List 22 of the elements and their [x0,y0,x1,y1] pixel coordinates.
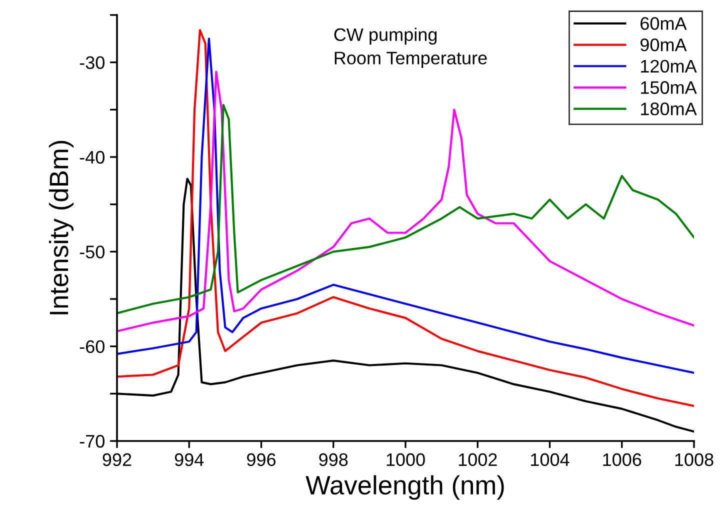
y-tick-label: -60 [80,340,104,354]
legend-label: 180mA [641,102,697,116]
x-tick-label: 1002 [458,453,497,466]
y-tick-label: -50 [80,246,104,258]
x-axis-title: Wavelength (nm) [306,475,504,500]
y-tick-label: -70 [80,434,104,448]
y-axis-title: Intensity (dBm) [48,140,74,314]
y-tick-label: -30 [80,56,104,70]
x-tick-label: 1000 [386,453,425,466]
legend-label: 60mA [640,17,687,30]
x-tick-label: 1006 [603,453,642,466]
x-tick-label: 994 [174,453,204,466]
x-tick-label: 1008 [675,453,714,466]
x-tick-label: 992 [102,453,132,466]
annotation: CW pumping Room Temperature [334,28,487,68]
x-tick-label: 998 [319,453,348,466]
x-tick-label: 996 [247,453,276,466]
y-tick-label: -40 [80,150,104,164]
x-tick-label: 1004 [531,453,570,466]
legend-label: 120mA [641,60,697,73]
legend-label: 90mA [640,38,687,52]
legend-label: 150mA [641,81,697,94]
